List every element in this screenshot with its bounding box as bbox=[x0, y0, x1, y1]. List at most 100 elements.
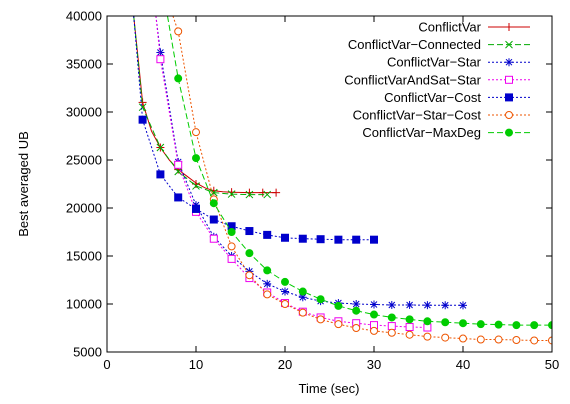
x-tick-label: 0 bbox=[103, 357, 110, 372]
series-7 bbox=[167, 16, 552, 330]
y-tick-label: 25000 bbox=[66, 153, 102, 168]
x-axis-ticks: 0 10 20 30 40 50 bbox=[103, 16, 559, 372]
legend-label: ConflictVar−Cost bbox=[384, 90, 481, 105]
legend-entry: ConflictVar bbox=[418, 20, 530, 35]
data-point bbox=[281, 233, 289, 242]
data-point bbox=[298, 234, 307, 243]
series-line bbox=[133, 16, 268, 196]
y-tick-label: 5000 bbox=[73, 345, 102, 360]
data-point bbox=[352, 235, 361, 244]
data-point bbox=[530, 336, 539, 345]
data-point bbox=[245, 271, 254, 280]
data-point bbox=[316, 315, 325, 324]
y-tick-label: 35000 bbox=[66, 57, 102, 72]
data-point bbox=[209, 234, 218, 243]
data-point bbox=[298, 287, 307, 296]
data-point bbox=[245, 227, 254, 236]
data-point bbox=[423, 301, 432, 310]
data-point bbox=[156, 170, 165, 179]
legend-entry: ConflictVar−Star−Cost bbox=[353, 108, 530, 123]
data-point bbox=[156, 55, 165, 64]
legend-label: ConflictVar−Connected bbox=[348, 37, 481, 52]
data-point bbox=[138, 103, 147, 112]
data-point bbox=[209, 186, 218, 195]
legend-entry: ConflictVarAndSat−Star bbox=[344, 72, 530, 87]
y-tick-label: 20000 bbox=[66, 201, 102, 216]
data-point bbox=[494, 320, 503, 329]
legend-entry: ConflictVar−Connected bbox=[348, 37, 530, 52]
data-point bbox=[441, 301, 450, 310]
data-point bbox=[405, 300, 414, 309]
data-point bbox=[530, 321, 539, 330]
series-2 bbox=[133, 16, 272, 199]
data-point bbox=[405, 315, 414, 324]
y-axis-title: Best averaged UB bbox=[16, 131, 31, 237]
series-1 bbox=[133, 16, 281, 197]
data-point bbox=[441, 333, 450, 342]
series-line bbox=[167, 16, 552, 326]
data-point bbox=[263, 266, 272, 275]
data-point bbox=[174, 74, 183, 83]
legend-marker bbox=[505, 58, 513, 67]
data-point bbox=[548, 321, 552, 330]
series-layer bbox=[133, 16, 552, 345]
data-point bbox=[459, 301, 467, 310]
data-point bbox=[316, 235, 325, 244]
data-point bbox=[209, 199, 218, 208]
series-line bbox=[133, 16, 374, 241]
legend-label: ConflictVar−Star bbox=[387, 55, 482, 70]
data-point bbox=[459, 334, 467, 343]
data-point bbox=[281, 287, 289, 296]
legend-label: ConflictVar−MaxDeg bbox=[362, 125, 481, 140]
data-point bbox=[227, 188, 236, 197]
x-tick-label: 10 bbox=[189, 357, 203, 372]
data-point bbox=[298, 293, 307, 302]
data-point bbox=[370, 310, 378, 319]
legend-marker bbox=[505, 40, 513, 49]
data-point bbox=[387, 328, 396, 337]
data-point bbox=[512, 321, 521, 330]
data-point bbox=[281, 300, 289, 308]
x-axis-title: Time (sec) bbox=[299, 381, 360, 396]
data-point bbox=[174, 167, 183, 176]
data-point bbox=[156, 48, 165, 57]
y-axis-ticks: 5000 10000 15000 20000 25000 30000 35000 40000 bbox=[66, 9, 552, 360]
x-tick-label: 20 bbox=[278, 357, 292, 372]
y-tick-label: 40000 bbox=[66, 9, 102, 24]
legend-entry: ConflictVar−Cost bbox=[384, 90, 530, 105]
data-point bbox=[192, 128, 200, 137]
x-tick-label: 50 bbox=[545, 357, 559, 372]
data-point bbox=[352, 306, 361, 315]
data-point bbox=[370, 300, 378, 309]
data-point bbox=[387, 322, 396, 331]
data-point bbox=[209, 215, 218, 224]
legend-marker bbox=[505, 23, 513, 31]
data-point bbox=[423, 317, 432, 326]
legend-label: ConflictVarAndSat−Star bbox=[344, 72, 481, 87]
data-point bbox=[192, 154, 200, 163]
data-point bbox=[174, 193, 183, 202]
data-point bbox=[263, 290, 272, 299]
data-point bbox=[512, 336, 521, 344]
legend-entry: ConflictVar−Star bbox=[387, 55, 530, 70]
legend-entry: ConflictVar−MaxDeg bbox=[362, 125, 530, 140]
data-point bbox=[272, 188, 281, 197]
plot-frame bbox=[106, 15, 553, 353]
y-tick-label: 10000 bbox=[66, 297, 102, 312]
data-point bbox=[263, 230, 272, 239]
data-point bbox=[209, 188, 218, 197]
y-tick-label: 15000 bbox=[66, 249, 102, 264]
data-point bbox=[192, 204, 200, 213]
data-point bbox=[245, 190, 254, 199]
data-point bbox=[156, 143, 165, 152]
legend-marker bbox=[505, 128, 513, 137]
series-line bbox=[172, 16, 552, 341]
data-point bbox=[476, 335, 485, 344]
series-5 bbox=[133, 16, 378, 244]
data-point bbox=[281, 277, 289, 286]
data-point bbox=[227, 228, 236, 236]
data-point bbox=[138, 115, 147, 124]
data-point bbox=[387, 300, 396, 309]
data-point bbox=[227, 190, 236, 198]
